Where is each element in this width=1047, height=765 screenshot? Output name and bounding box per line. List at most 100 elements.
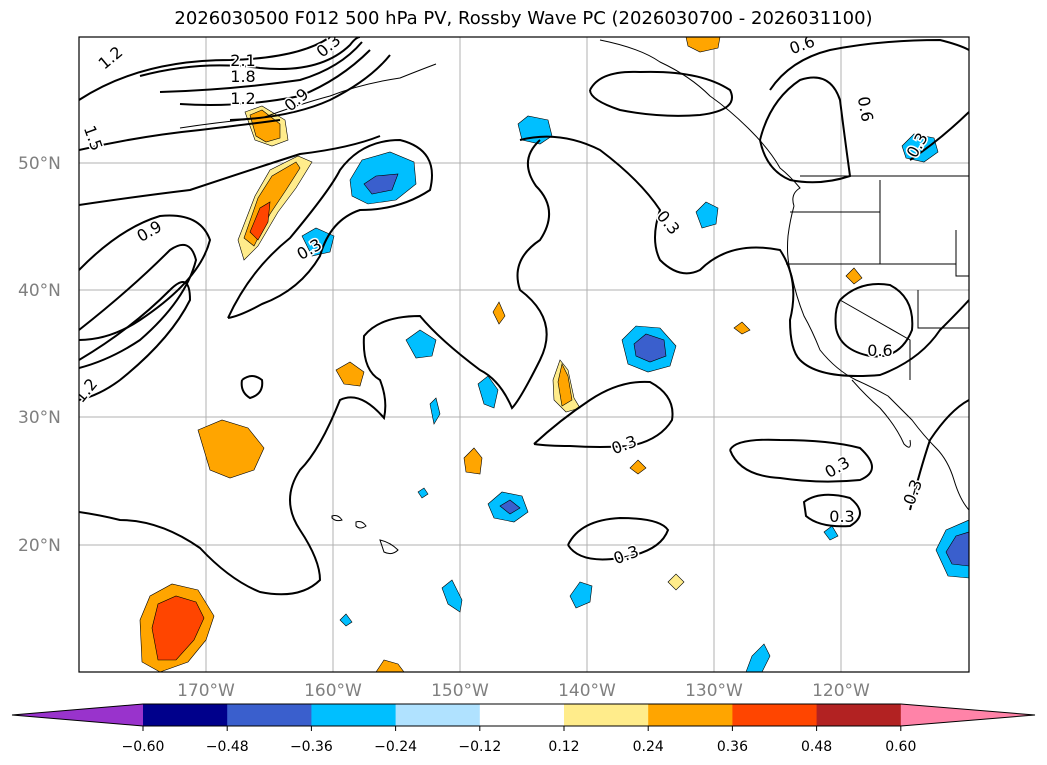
contour-high-1 <box>79 37 331 101</box>
contour-label: 2.1 <box>230 51 255 70</box>
neg-blob-11 <box>441 579 463 613</box>
colorbar-extend-low <box>12 704 143 726</box>
contour-0-3-right <box>909 399 969 511</box>
contour-0-3-loop-1 <box>533 380 674 448</box>
lat-label-30n: 30°N <box>18 408 61 428</box>
contour-label: 0.3 <box>611 542 641 569</box>
colorbar-segment <box>311 704 397 726</box>
contour-label: 0.3 <box>900 477 927 507</box>
contour-small-loop <box>240 375 264 400</box>
neg-blob-4 <box>405 329 437 359</box>
contour-label: 1.8 <box>230 67 255 86</box>
state-border-6 <box>955 230 969 277</box>
contour-1-5 <box>79 119 281 151</box>
contour-high-4 <box>179 49 371 106</box>
lon-label-160w: 160°W <box>304 681 362 701</box>
contour-right-edge <box>909 111 969 161</box>
neg-blob-3 <box>301 227 335 257</box>
neg-blob-13 <box>745 643 771 672</box>
lat-labels: 50°N 40°N 30°N 20°N <box>18 154 61 556</box>
pos-blob-3 <box>197 419 265 479</box>
lon-label-140w: 140°W <box>558 681 616 701</box>
contour-0-3-loop-3 <box>802 493 861 528</box>
colorbar-tick-label: −0.24 <box>374 739 417 755</box>
neg-blob-12 <box>569 581 593 609</box>
lat-label-50n: 50°N <box>18 154 61 174</box>
negative-anomalies <box>301 115 969 672</box>
map-frame <box>78 36 970 673</box>
contour-0-6-loop <box>759 76 852 184</box>
contour-1-2-a <box>79 243 198 369</box>
pv-contours <box>79 37 969 596</box>
lon-label-170w: 170°W <box>177 681 235 701</box>
contour-high-3 <box>159 41 363 93</box>
neg-blob-9 <box>695 201 719 229</box>
contour-label: 1.2 <box>230 89 255 108</box>
contour-label: 0.9 <box>281 84 313 115</box>
colorbar-tick-label: −0.36 <box>290 739 333 755</box>
contour-0-3-central <box>79 139 551 596</box>
pos-blob-8 <box>463 447 483 475</box>
colorbar-segment <box>648 704 733 726</box>
gridlines <box>79 37 969 672</box>
aleutian-chain <box>179 63 437 129</box>
neg-blob-5 <box>477 375 499 409</box>
neg-blob-6 <box>429 397 441 425</box>
colorbar-extend-high <box>900 704 1035 726</box>
pos-blob-5 <box>335 361 365 387</box>
contour-high-2 <box>139 37 361 77</box>
colorbar-tick-label: 0.12 <box>548 739 579 755</box>
alaska-coast <box>599 39 801 207</box>
positive-anomalies <box>139 37 863 672</box>
colorbar-segment <box>395 704 481 726</box>
pos-blob-6 <box>492 301 506 325</box>
contour-1-2-b <box>79 281 192 401</box>
contour-label: 0.3 <box>313 30 345 61</box>
contour-0-3-main <box>227 138 433 319</box>
lon-label-120w: 120°W <box>812 681 870 701</box>
pos-blob-13 <box>685 37 721 53</box>
lon-label-130w: 130°W <box>685 681 743 701</box>
contour-0-3-loop-2 <box>729 438 873 483</box>
colorbar-tick-label: 0.24 <box>633 739 664 755</box>
contour-label: 0.6 <box>854 95 877 123</box>
hawaii-3 <box>331 515 343 522</box>
neg-blob-16 <box>417 487 429 499</box>
colorbar-segment <box>732 704 818 726</box>
colorbar-ticks: −0.60 −0.48 −0.36 −0.24 −0.12 0.12 0.24 0.36 0.4… <box>122 726 916 755</box>
colorbar-tick-label: 0.36 <box>717 739 748 755</box>
contour-labels: 1.2 2.11.81.2 0.91.50.90.30.30.60.60.30.61… <box>70 30 933 570</box>
contour-label: 1.2 <box>95 42 127 73</box>
contour-0-6-circle <box>834 283 914 358</box>
contour-0-3-top <box>519 135 969 377</box>
contour-label: 0.6 <box>787 32 817 59</box>
colorbar-tick-label: 0.48 <box>801 739 832 755</box>
neg-blob-17 <box>339 613 353 627</box>
colorbar-tick-label: 0.60 <box>885 739 916 755</box>
contour-label: 0.3 <box>609 432 639 459</box>
coastlines <box>179 39 969 555</box>
colorbar <box>11 703 1036 727</box>
contour-label: 0.6 <box>867 341 892 360</box>
contour-0-3-loop-4 <box>567 516 670 561</box>
pos-blob-11 <box>845 267 863 285</box>
neg-blob-15 <box>823 525 839 541</box>
lat-label-20n: 20°N <box>18 536 61 556</box>
state-border-4 <box>917 290 969 329</box>
state-border-1 <box>790 180 881 213</box>
colorbar-tick-label: −0.48 <box>206 739 249 755</box>
pos-blob-12 <box>667 573 685 591</box>
contour-0-6-top <box>589 70 733 117</box>
pos-blob-10 <box>733 321 751 335</box>
lon-label-150w: 150°W <box>431 681 489 701</box>
west-coast <box>787 205 969 511</box>
contour-label: 1.2 <box>70 375 101 407</box>
colorbar-segment <box>143 704 228 726</box>
lon-labels: 170°W 160°W 150°W 140°W 130°W 120°W <box>177 681 870 701</box>
colorbar-tick-label: −0.60 <box>122 739 165 755</box>
contour-0-6-right <box>769 38 969 91</box>
hawaii-1 <box>379 539 399 555</box>
map-title: 2026030500 F012 500 hPa PV, Rossby Wave … <box>174 8 873 29</box>
contour-label: 0.9 <box>133 217 165 246</box>
